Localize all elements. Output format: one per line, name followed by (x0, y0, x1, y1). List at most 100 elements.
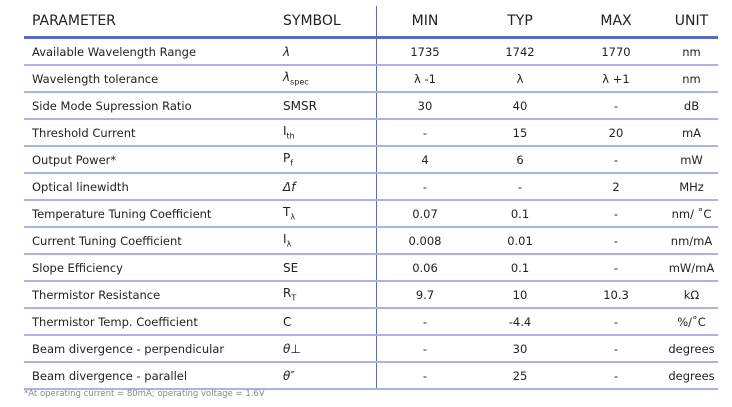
symbol: I (283, 232, 287, 247)
cell-symbol: λ (279, 37, 377, 66)
cell-typ: -4.4 (473, 308, 567, 336)
cell-max: - (567, 227, 665, 255)
cell-unit: %/˚C (665, 308, 718, 336)
symbol: λ (283, 44, 291, 59)
symbol-subscript: λ (290, 212, 296, 222)
cell-min: 0.008 (376, 227, 473, 255)
cell-max: 20 (567, 119, 665, 147)
table-row: Temperature Tuning Coefficient Tλ 0.07 0.1-… (24, 200, 718, 228)
symbol: P (283, 151, 291, 166)
cell-unit: degrees (665, 335, 718, 363)
symbol: θ⊥ (283, 341, 301, 356)
table-row: Beam divergence - parallel θ″ -25- degrees (24, 362, 718, 390)
table-row: Beam divergence - perpendicular θ⊥ -30- deg… (24, 335, 718, 363)
table-row: Side Mode Supression Ratio SMSR 30 40- dB (24, 92, 718, 120)
cell-typ: 6 (473, 146, 567, 174)
cell-symbol: θ″ (279, 362, 377, 390)
symbol-subscript: spec (290, 77, 309, 87)
table-row: Thermistor Resistance RT 9.7 10 10.3 kΩ (24, 281, 718, 309)
cell-typ: λ (473, 65, 567, 93)
header-max: MAX (567, 6, 665, 39)
cell-parameter: Temperature Tuning Coefficient (24, 200, 279, 228)
cell-unit: nm (665, 65, 718, 93)
cell-max: - (567, 308, 665, 336)
table-row: Optical linewidth Δf - -2 MHz (24, 173, 718, 201)
cell-min: - (376, 335, 473, 363)
cell-symbol: Pf (279, 146, 377, 174)
cell-max: - (567, 200, 665, 228)
symbol-subscript: T (291, 293, 297, 303)
table-row: Slope Efficiency SE 0.06 0.1- mW/mA (24, 254, 718, 282)
cell-max: 2 (567, 173, 665, 201)
symbol: I (283, 124, 287, 139)
symbol: SMSR (283, 98, 317, 113)
cell-typ: 10 (473, 281, 567, 309)
cell-parameter: Thermistor Resistance (24, 281, 279, 309)
cell-parameter: Beam divergence - perpendicular (24, 335, 279, 363)
cell-max: 1770 (567, 37, 665, 66)
cell-typ: 0.01 (473, 227, 567, 255)
cell-symbol: C (279, 308, 377, 336)
cell-max: 10.3 (567, 281, 665, 309)
cell-typ: 0.1 (473, 254, 567, 282)
symbol: C (283, 314, 292, 329)
table-row: Threshold Current Ith -15 20 mA (24, 119, 718, 147)
cell-parameter: Wavelength tolerance (24, 65, 279, 93)
symbol-subscript: th (286, 131, 295, 141)
cell-min: - (376, 173, 473, 201)
symbol-subscript: f (290, 158, 294, 168)
cell-parameter: Available Wavelength Range (24, 37, 279, 66)
cell-symbol: Δf (279, 173, 377, 201)
table-row: Available Wavelength Range λ 1735 1742 1770 n… (24, 37, 718, 66)
cell-unit: degrees (665, 362, 718, 390)
cell-max: - (567, 362, 665, 390)
specifications-table: PARAMETER SYMBOL MIN TYP MAX UNIT Availa… (24, 6, 718, 390)
footnote: *At operating current = 80mA; operating … (24, 389, 265, 399)
cell-parameter: Thermistor Temp. Coefficient (24, 308, 279, 336)
cell-symbol: Tλ (279, 200, 377, 228)
cell-min: 0.07 (376, 200, 473, 228)
cell-parameter: Side Mode Supression Ratio (24, 92, 279, 120)
header-typ: TYP (473, 6, 567, 39)
cell-parameter: Beam divergence - parallel (24, 362, 279, 390)
cell-parameter: Output Power* (24, 146, 279, 174)
cell-unit: nm/ ˚C (665, 200, 718, 228)
table-row: Output Power* Pf 4 6- mW (24, 146, 718, 174)
header-symbol: SYMBOL (279, 6, 377, 39)
cell-typ: 15 (473, 119, 567, 147)
cell-unit: nm/mA (665, 227, 718, 255)
header-unit: UNIT (665, 6, 718, 39)
header-parameter: PARAMETER (24, 6, 279, 39)
cell-unit: MHz (665, 173, 718, 201)
cell-min: - (376, 308, 473, 336)
cell-parameter: Optical linewidth (24, 173, 279, 201)
cell-typ: - (473, 173, 567, 201)
cell-unit: mW (665, 146, 718, 174)
symbol: θ″ (283, 368, 295, 383)
cell-parameter: Current Tuning Coefficient (24, 227, 279, 255)
cell-symbol: Ith (279, 119, 377, 147)
symbol: λ (283, 70, 291, 85)
table-row: Current Tuning Coefficient Iλ 0.008 0.01- nm… (24, 227, 718, 255)
cell-typ: 40 (473, 92, 567, 120)
symbol: Δf (283, 179, 296, 194)
symbol: T (283, 205, 291, 220)
cell-symbol: SMSR (279, 92, 377, 120)
table-row: Wavelength tolerance λspec λ -1 λ λ +1 nm (24, 65, 718, 93)
cell-unit: dB (665, 92, 718, 120)
cell-symbol: RT (279, 281, 377, 309)
symbol-subscript: λ (286, 239, 292, 249)
symbol: SE (283, 260, 299, 275)
cell-unit: kΩ (665, 281, 718, 309)
header-min: MIN (376, 6, 473, 39)
cell-min: 0.06 (376, 254, 473, 282)
cell-parameter: Threshold Current (24, 119, 279, 147)
cell-unit: nm (665, 37, 718, 66)
cell-symbol: θ⊥ (279, 335, 377, 363)
cell-parameter: Slope Efficiency (24, 254, 279, 282)
cell-symbol: λspec (279, 65, 377, 93)
cell-max: - (567, 146, 665, 174)
cell-min: - (376, 362, 473, 390)
cell-typ: 0.1 (473, 200, 567, 228)
cell-unit: mW/mA (665, 254, 718, 282)
